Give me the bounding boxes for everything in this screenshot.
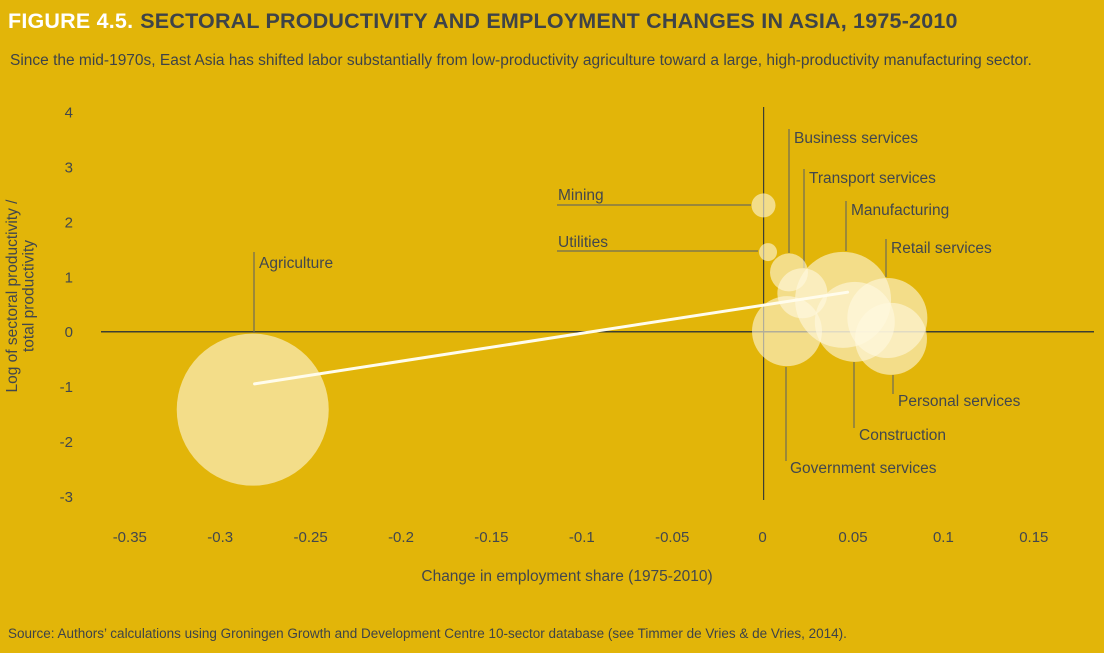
source-note: Source: Authors’ calculations using Gron… (8, 626, 847, 641)
figure-subtitle: Since the mid-1970s, East Asia has shift… (10, 52, 1032, 69)
y-tick-label: 1 (65, 269, 73, 286)
sector-label-retail-services: Retail services (891, 240, 992, 257)
bubble-agriculture (176, 333, 329, 486)
x-tick-label: -0.1 (569, 529, 595, 546)
figure-header: FIGURE 4.5. SECTORAL PRODUCTIVITY AND EMP… (8, 9, 958, 34)
sector-label-construction: Construction (859, 427, 946, 444)
x-tick-label: -0.3 (207, 529, 233, 546)
y-tick-label: -2 (60, 434, 73, 451)
x-tick-label: -0.05 (655, 529, 689, 546)
sector-label-utilities: Utilities (558, 234, 608, 251)
x-tick-label: -0.35 (113, 529, 147, 546)
x-axis-title: Change in employment share (1975-2010) (421, 568, 712, 585)
sector-label-agriculture: Agriculture (259, 255, 333, 272)
bubble-government-services (752, 296, 823, 367)
figure-number: FIGURE 4.5. (8, 9, 134, 33)
x-tick-label: -0.15 (474, 529, 508, 546)
y-tick-label: 4 (65, 105, 73, 122)
y-tick-label: -1 (60, 379, 73, 396)
x-tick-label: 0.15 (1019, 529, 1048, 546)
sector-label-manufacturing: Manufacturing (851, 202, 949, 219)
figure-title: SECTORAL PRODUCTIVITY AND EMPLOYMENT CHA… (140, 9, 958, 33)
sector-label-mining: Mining (558, 187, 604, 204)
x-tick-label: 0.05 (838, 529, 867, 546)
y-tick-label: 2 (65, 214, 73, 231)
x-tick-label: 0 (758, 529, 766, 546)
y-tick-label: 3 (65, 160, 73, 177)
x-tick-label: -0.25 (293, 529, 327, 546)
sector-label-government-services: Government services (790, 460, 937, 477)
x-tick-label: 0.1 (933, 529, 954, 546)
bubble-construction (814, 281, 895, 362)
bubble-mining (751, 193, 776, 218)
sector-label-transport-services: Transport services (809, 170, 936, 187)
x-tick-label: -0.2 (388, 529, 414, 546)
y-tick-label: -3 (60, 489, 73, 506)
trend-line (253, 290, 850, 386)
y-tick-label: 0 (65, 324, 73, 341)
sector-label-personal-services: Personal services (898, 393, 1021, 410)
y-axis-title: Log of sectoral productivity /total prod… (4, 199, 38, 393)
sector-label-business-services: Business services (794, 130, 918, 147)
bubble-utilities (759, 243, 778, 262)
